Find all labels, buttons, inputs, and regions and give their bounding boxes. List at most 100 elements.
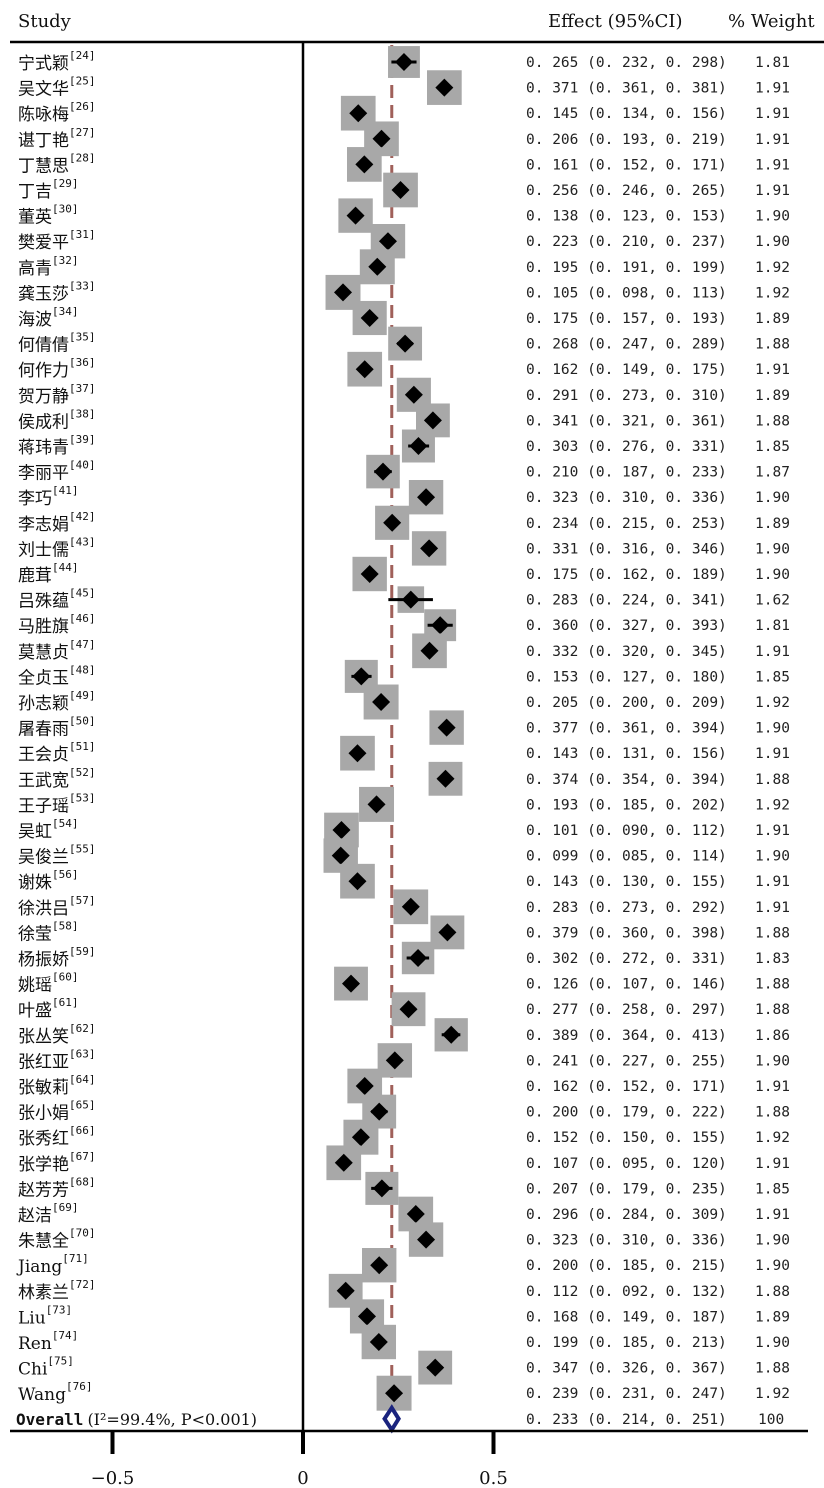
- effect-marker: [391, 181, 410, 199]
- study-row: 何倩倩[35] 0. 268 (0. 247, 0. 289) 1.88: [18, 326, 790, 361]
- effect-marker: [336, 1281, 355, 1300]
- effect-ci-value: 0. 205 (0. 200, 0. 209): [526, 695, 727, 711]
- effect-ci-value: 0. 126 (0. 107, 0. 146): [526, 977, 727, 993]
- effect-marker: [420, 641, 439, 660]
- reference-superscript: [74]: [52, 1329, 79, 1342]
- effect-marker: [409, 437, 428, 455]
- reference-superscript: [45]: [69, 587, 96, 600]
- effect-ci-value: 0. 168 (0. 149, 0. 187): [526, 1309, 727, 1325]
- weight-value: 1.81: [755, 55, 790, 71]
- effect-ci-value: 0. 234 (0. 215, 0. 253): [526, 516, 727, 532]
- reference-superscript: [55]: [69, 843, 96, 856]
- study-row: 张秀红[66] 0. 152 (0. 150, 0. 155) 1.92: [18, 1119, 790, 1155]
- reference-superscript: [30]: [52, 203, 79, 216]
- weight-value: 1.90: [755, 1258, 790, 1274]
- weight-value: 1.90: [755, 1053, 790, 1069]
- study-label: Jiang[71]: [16, 1252, 89, 1277]
- effect-marker: [374, 462, 393, 481]
- study-row: 海波[34] 0. 175 (0. 157, 0. 193) 1.89: [18, 300, 790, 336]
- study-label: 徐洪吕[57]: [18, 894, 96, 919]
- effect-marker: [348, 872, 367, 891]
- weight-value: 1.91: [755, 823, 790, 839]
- effect-ci-value: 0. 379 (0. 360, 0. 398): [526, 925, 727, 941]
- study-label: 王子瑶[53]: [18, 791, 96, 816]
- effect-marker: [399, 1000, 418, 1019]
- effect-ci-value: 0. 371 (0. 361, 0. 381): [526, 81, 727, 97]
- effect-ci-value: 0. 152 (0. 150, 0. 155): [526, 1130, 727, 1146]
- study-label: 李巧[41]: [18, 484, 79, 509]
- reference-superscript: [38]: [69, 407, 96, 420]
- study-label: 吕殊蕴[45]: [18, 587, 96, 612]
- weight-value: 1.89: [755, 311, 790, 327]
- study-row: 丁吉[29] 0. 256 (0. 246, 0. 265) 1.91: [18, 172, 790, 208]
- overall-weight-value: 100: [758, 1412, 784, 1428]
- weight-value: 1.90: [755, 541, 790, 557]
- study-label: 朱慧全[70]: [18, 1227, 96, 1252]
- effect-marker: [334, 283, 353, 302]
- effect-marker: [342, 974, 361, 993]
- study-row: 张红亚[63] 0. 241 (0. 227, 0. 255) 1.90: [18, 1043, 790, 1078]
- weight-value: 1.90: [755, 209, 790, 225]
- effect-ci-value: 0. 175 (0. 157, 0. 193): [526, 311, 727, 327]
- effect-ci-value: 0. 268 (0. 247, 0. 289): [526, 337, 727, 353]
- effect-ci-value: 0. 277 (0. 258, 0. 297): [526, 1002, 727, 1018]
- effect-marker: [420, 539, 439, 558]
- weight-value: 1.91: [755, 106, 790, 122]
- reference-superscript: [65]: [69, 1099, 96, 1112]
- study-row: 赵洁[69] 0. 296 (0. 284, 0. 309) 1.91: [18, 1196, 790, 1232]
- weight-value: 1.91: [755, 157, 790, 173]
- study-label: 孙志颖[49]: [18, 689, 96, 714]
- effect-marker: [435, 78, 454, 97]
- study-row: 蒋玮青[39] 0. 303 (0. 276, 0. 331) 1.85: [18, 429, 790, 463]
- weight-value: 1.88: [755, 1105, 790, 1121]
- reference-superscript: [39]: [69, 433, 96, 446]
- effect-marker: [367, 795, 386, 814]
- effect-marker: [404, 385, 423, 404]
- study-row: 李丽平[40] 0. 210 (0. 187, 0. 233) 1.87: [18, 454, 790, 489]
- weight-value: 1.91: [755, 746, 790, 762]
- study-label: 赵洁[69]: [18, 1201, 79, 1226]
- study-label: 刘士儒[43]: [18, 535, 96, 560]
- study-label: Ren[74]: [18, 1329, 78, 1354]
- reference-superscript: [56]: [52, 868, 79, 881]
- reference-superscript: [35]: [69, 331, 96, 344]
- study-label: 张小娟[65]: [18, 1099, 96, 1124]
- weight-value: 1.92: [755, 1386, 790, 1402]
- reference-superscript: [48]: [69, 663, 96, 676]
- effect-marker: [385, 1384, 404, 1403]
- effect-marker: [348, 744, 367, 763]
- study-row: 贺万静[37] 0. 291 (0. 273, 0. 310) 1.89: [18, 377, 790, 412]
- study-row: 樊爱平[31] 0. 223 (0. 210, 0. 237) 1.90: [18, 224, 790, 259]
- study-label: 鹿茸[44]: [18, 561, 79, 586]
- study-label: 陈咏梅[26]: [18, 100, 96, 125]
- column-headers: Study Effect (95%CI) % Weight: [18, 11, 815, 32]
- study-label: 吴俊兰[55]: [18, 843, 96, 868]
- study-label: 王武宽[52]: [18, 766, 96, 791]
- reference-superscript: [63]: [69, 1047, 96, 1060]
- study-row: 陈咏梅[26] 0. 145 (0. 134, 0. 156) 1.91: [18, 95, 790, 131]
- effect-ci-value: 0. 193 (0. 185, 0. 202): [526, 797, 727, 813]
- study-row: Liu[73] 0. 168 (0. 149, 0. 187) 1.89: [18, 1299, 790, 1334]
- effect-marker: [383, 513, 402, 532]
- weight-value: 1.90: [755, 567, 790, 583]
- study-label: 张学艳[67]: [18, 1150, 96, 1175]
- study-row: 李巧[41] 0. 323 (0. 310, 0. 336) 1.90: [18, 480, 790, 515]
- effect-ci-value: 0. 099 (0. 085, 0. 114): [526, 849, 727, 865]
- weight-value: 1.91: [755, 644, 790, 660]
- weight-value: 1.89: [755, 1309, 790, 1325]
- effect-ci-value: 0. 303 (0. 276, 0. 331): [526, 439, 727, 455]
- study-row: 高青[32] 0. 195 (0. 191, 0. 199) 1.92: [18, 249, 790, 285]
- study-label: 何作力[36]: [18, 356, 96, 381]
- effect-marker: [401, 590, 420, 609]
- study-label: 杨振娇[59]: [18, 945, 96, 970]
- weight-value: 1.85: [755, 669, 790, 685]
- reference-superscript: [52]: [69, 766, 96, 779]
- effect-marker: [334, 1153, 353, 1172]
- study-column-header: Study: [18, 11, 72, 32]
- effect-marker: [351, 1128, 370, 1147]
- weight-value: 1.88: [755, 925, 790, 941]
- weight-value: 1.91: [755, 1156, 790, 1172]
- effect-marker: [346, 206, 365, 225]
- study-label: 吴文华[25]: [18, 75, 96, 100]
- effect-marker: [417, 1230, 436, 1249]
